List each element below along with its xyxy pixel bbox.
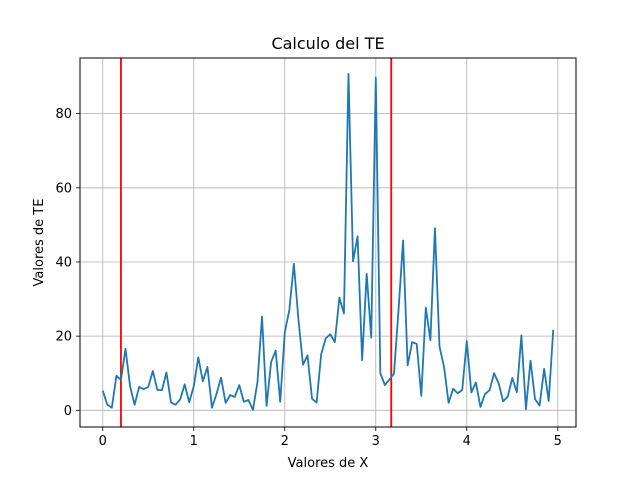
series-line xyxy=(101,73,555,411)
x-tick-label: 5 xyxy=(554,434,562,449)
x-tick-label: 3 xyxy=(372,434,380,449)
plot-area-frame xyxy=(79,57,577,428)
y-tick-label: 0 xyxy=(64,404,72,419)
chart-title: Calculo del TE xyxy=(271,34,384,53)
axis-ticks: 0 1 2 3 4 5 0 20 40 60 80 xyxy=(55,107,561,449)
x-tick-label: 0 xyxy=(99,434,107,449)
x-axis-title: Valores de X xyxy=(288,456,369,471)
x-tick-label: 4 xyxy=(463,434,471,449)
y-axis-title: Valores de TE xyxy=(32,199,47,287)
y-tick-label: 20 xyxy=(55,330,72,345)
y-tick-label: 80 xyxy=(55,107,72,122)
y-tick-label: 40 xyxy=(55,255,72,270)
series-layer xyxy=(101,73,555,411)
x-tick-label: 1 xyxy=(190,434,198,449)
x-tick-label: 2 xyxy=(281,434,289,449)
y-tick-label: 60 xyxy=(55,181,72,196)
grid-lines xyxy=(80,58,576,427)
vertical-markers xyxy=(120,58,393,427)
